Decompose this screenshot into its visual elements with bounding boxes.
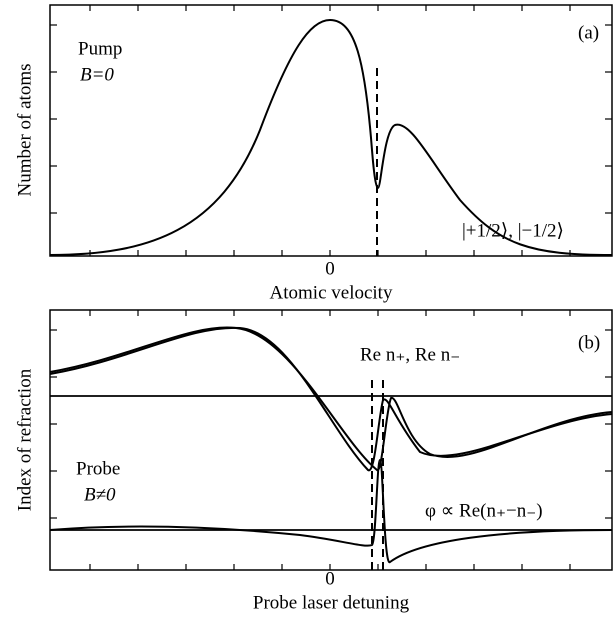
atom-distribution (49, 18, 613, 256)
annotation: B≠0 (84, 484, 116, 505)
re-n-minus (49, 326, 613, 472)
annotation: |+1/2⟩, |−1/2⟩ (462, 220, 564, 241)
x-tick-label: 0 (325, 568, 335, 589)
x-axis-label: Atomic velocity (270, 282, 393, 303)
annotation: φ ∝ Re(n₊−n₋) (425, 500, 543, 521)
panel-tag: (a) (578, 22, 599, 43)
panel-b-frame (49, 309, 613, 571)
panel-tag: (b) (578, 332, 600, 353)
annotation: Probe (76, 458, 120, 479)
y-axis-label: Number of atoms (14, 64, 35, 197)
rotation-curve (49, 458, 613, 564)
x-axis-label: Probe laser detuning (253, 592, 410, 613)
annotation: B=0 (80, 64, 114, 85)
panel-a-frame (49, 4, 613, 257)
annotation: Re n₊, Re n₋ (360, 344, 460, 365)
y-axis-label: Index of refraction (14, 368, 35, 511)
annotation: Pump (78, 38, 122, 59)
x-tick-label: 0 (325, 258, 335, 279)
